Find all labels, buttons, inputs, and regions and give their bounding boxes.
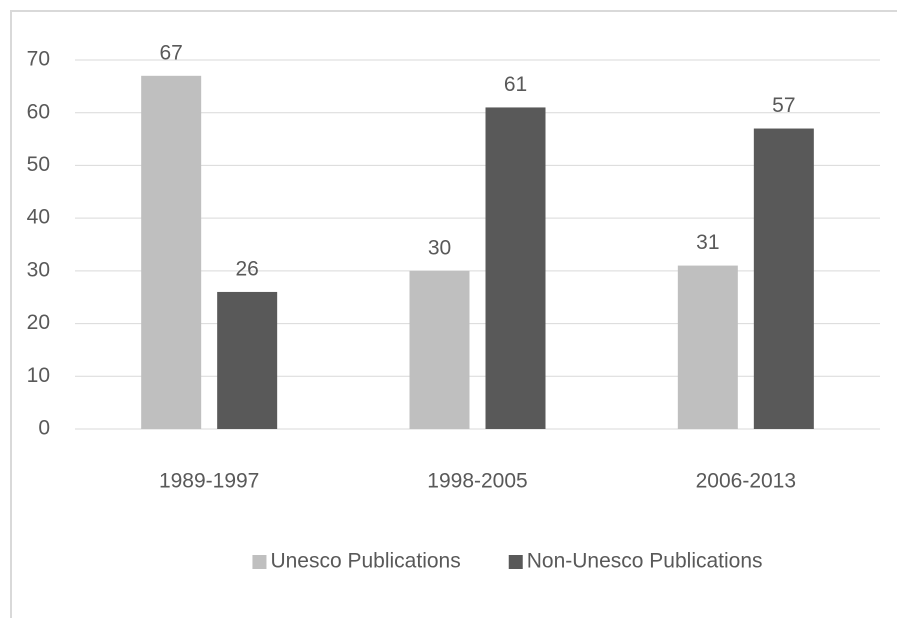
bar [753,128,814,429]
data-label: 30 [428,236,451,259]
bar [141,75,202,430]
data-label: 67 [159,41,182,64]
y-tick-label: 60 [27,100,50,123]
x-tick-label: 1998-2005 [427,470,527,493]
legend-label: Non-Unesco Publications [527,550,763,573]
bar [409,270,470,429]
bar [217,291,278,429]
y-tick-label: 30 [27,258,50,281]
data-label: 61 [504,73,527,96]
y-tick-label: 10 [27,364,50,387]
y-tick-label: 20 [27,311,50,334]
y-tick-label: 70 [27,48,50,71]
bar [485,107,546,429]
y-tick-label: 50 [27,153,50,176]
data-label: 31 [696,231,719,254]
y-tick-label: 40 [27,206,50,229]
legend-label: Unesco Publications [270,550,460,573]
legend-marker [252,555,267,569]
y-tick-label: 0 [38,417,50,440]
legend-marker [508,555,523,569]
x-tick-label: 1989-1997 [159,470,259,493]
data-label: 26 [235,257,258,280]
x-tick-label: 2006-2013 [696,470,796,493]
bar [677,265,738,429]
data-label: 57 [772,94,795,117]
